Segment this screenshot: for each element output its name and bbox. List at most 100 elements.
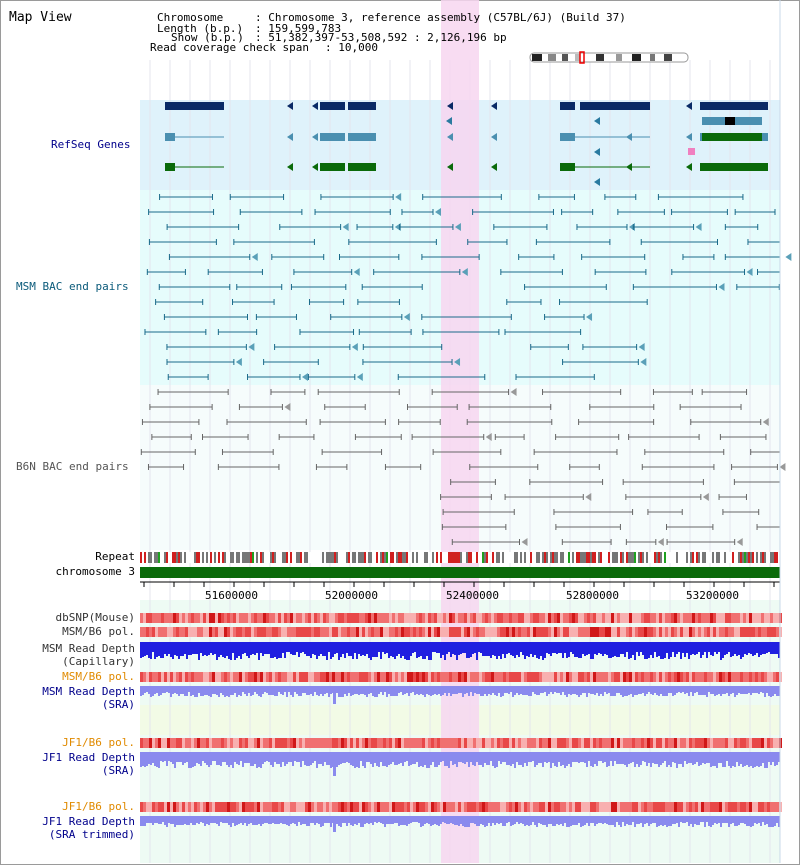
read-depth-bar [758, 752, 760, 767]
read-depth-bar [256, 642, 258, 653]
read-depth-bar [584, 816, 586, 825]
axis-tick-label: 51600000 [205, 589, 258, 602]
read-depth-bar [384, 816, 386, 827]
track-label-msm-b6-pol[interactable]: MSM/B6 pol. [62, 625, 135, 638]
read-depth-bar [638, 752, 640, 767]
polymorphism-cell [506, 613, 509, 623]
read-depth-bar [544, 642, 546, 658]
read-depth-bar [408, 816, 410, 824]
polymorphism-cell [599, 738, 602, 748]
read-depth-bar [686, 752, 688, 764]
track-label-msm-b6-pol-2[interactable]: MSM/B6 pol. [62, 670, 135, 683]
bac-arrow [395, 193, 402, 201]
read-depth-bar [648, 816, 650, 826]
track-label-b6n-bac[interactable]: B6N BAC end pairs [16, 460, 129, 473]
polymorphism-cell [206, 627, 209, 637]
read-depth-bar [460, 752, 462, 762]
polymorphism-cell [551, 613, 554, 623]
read-depth-bar [632, 816, 634, 822]
polymorphism-cell [665, 627, 668, 637]
read-depth-bar [708, 686, 710, 692]
polymorphism-cell [776, 802, 779, 812]
polymorphism-cell [632, 672, 635, 682]
read-depth-bar [490, 642, 492, 658]
read-depth-bar [468, 816, 470, 827]
polymorphism-cell [269, 613, 272, 623]
read-depth-bar [330, 816, 332, 827]
repeat-segment [548, 552, 550, 563]
track-label-dbsnp[interactable]: dbSNP(Mouse) [55, 611, 135, 624]
polymorphism-cell [701, 672, 704, 682]
polymorphism-cell [299, 672, 302, 682]
read-depth-bar [492, 642, 494, 655]
repeat-segment [580, 552, 582, 563]
read-depth-bar [668, 686, 670, 693]
polymorphism-cell [524, 627, 527, 637]
read-depth-bar [456, 752, 458, 767]
repeat-segment [654, 552, 656, 563]
track-label-msm-depth-capillary[interactable]: MSM Read Depth [42, 642, 135, 655]
polymorphism-cell [302, 627, 305, 637]
read-depth-bar [292, 816, 294, 823]
track-label-msm-bac[interactable]: MSM BAC end pairs [16, 280, 129, 293]
read-depth-bar [206, 642, 208, 656]
polymorphism-cell [752, 672, 755, 682]
polymorphism-cell [221, 627, 224, 637]
polymorphism-cell [590, 613, 593, 623]
read-depth-bar [622, 752, 624, 764]
polymorphism-cell [329, 738, 332, 748]
repeat-segment [582, 552, 584, 563]
track-label-repeat[interactable]: Repeat [95, 550, 135, 563]
read-depth-bar [280, 642, 282, 658]
polymorphism-cell [470, 738, 473, 748]
polymorphism-cell [440, 672, 443, 682]
polymorphism-cell [473, 627, 476, 637]
polymorphism-cell [176, 672, 179, 682]
repeat-segment [624, 552, 626, 563]
polymorphism-cell [374, 738, 377, 748]
read-depth-bar [296, 752, 298, 762]
polymorphism-cell [209, 738, 212, 748]
read-depth-bar [702, 752, 704, 763]
polymorphism-cell [332, 802, 335, 812]
track-label-refseq-genes[interactable]: RefSeq Genes [51, 138, 131, 151]
polymorphism-cell [605, 613, 608, 623]
polymorphism-cell [362, 738, 365, 748]
read-depth-bar [314, 752, 316, 761]
polymorphism-cell [155, 672, 158, 682]
read-depth-bar [404, 752, 406, 762]
gene-arrow [287, 102, 293, 110]
polymorphism-cell [362, 613, 365, 623]
polymorphism-cell [605, 672, 608, 682]
track-label-jf1-depth-trimmed[interactable]: JF1 Read Depth [42, 815, 135, 828]
read-depth-bar [562, 816, 564, 826]
track-label-msm-depth-sra[interactable]: MSM Read Depth [42, 685, 135, 698]
read-depth-bar [178, 752, 180, 762]
read-depth-bar [492, 816, 494, 823]
polymorphism-cell [755, 627, 758, 637]
track-label-jf1-b6-pol-2[interactable]: JF1/B6 pol. [62, 800, 135, 813]
polymorphism-cell [299, 613, 302, 623]
gene-arrow [287, 163, 293, 171]
track-label-jf1-b6-pol[interactable]: JF1/B6 pol. [62, 736, 135, 749]
polymorphism-cell [686, 672, 689, 682]
read-depth-bar [728, 642, 730, 652]
read-depth-bar [644, 686, 646, 696]
polymorphism-cell [467, 738, 470, 748]
read-depth-bar [238, 642, 240, 656]
polymorphism-cell [491, 627, 494, 637]
read-depth-bar [506, 816, 508, 823]
read-depth-bar [502, 752, 504, 762]
read-depth-bar [772, 752, 774, 762]
polymorphism-cell [344, 672, 347, 682]
repeat-segment [528, 552, 530, 563]
read-depth-bar [398, 686, 400, 693]
read-depth-bar [506, 752, 508, 765]
polymorphism-cell [491, 613, 494, 623]
read-depth-bar [572, 642, 574, 654]
read-depth-bar [308, 686, 310, 695]
polymorphism-cell [545, 613, 548, 623]
track-label-jf1-depth-sra[interactable]: JF1 Read Depth [42, 751, 135, 764]
repeat-segment [394, 552, 396, 563]
